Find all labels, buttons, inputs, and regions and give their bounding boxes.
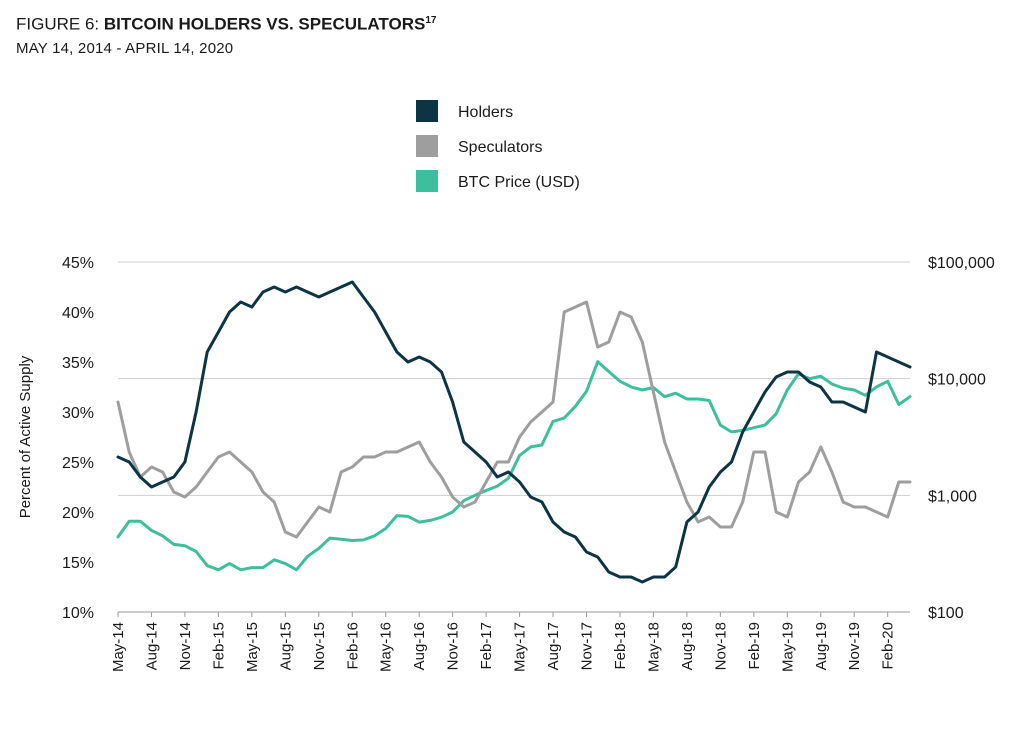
gridlines <box>118 261 910 613</box>
x-tick-label: May-18 <box>645 622 662 672</box>
legend-swatch <box>416 135 438 157</box>
legend-label: BTC Price (USD) <box>458 174 580 191</box>
title-footnote-marker: 17 <box>425 15 437 26</box>
y-right-tick-label: $100,000 <box>928 255 995 272</box>
y-right-tick-label: $10,000 <box>928 372 986 389</box>
chart-header: FIGURE 6: BITCOIN HOLDERS VS. SPECULATOR… <box>16 8 436 60</box>
chart-title: FIGURE 6: BITCOIN HOLDERS VS. SPECULATOR… <box>16 8 436 38</box>
legend-swatch <box>416 170 438 192</box>
series-line-holders <box>116 280 912 584</box>
legend-label: Holders <box>458 104 513 121</box>
x-tick-label: Feb-20 <box>880 622 897 670</box>
y-axis-title: Percent of Active Supply <box>17 355 34 518</box>
x-tick-label: Aug-14 <box>143 622 160 670</box>
x-tick-label: Nov-14 <box>177 622 194 670</box>
x-tick-label: Aug-16 <box>411 622 428 670</box>
x-tick-label: Nov-18 <box>712 622 729 670</box>
chart-subtitle: MAY 14, 2014 - APRIL 14, 2020 <box>16 39 234 57</box>
x-tick-label: Feb-19 <box>746 622 763 670</box>
axes: 10% 15% 20% 25% 30% 35% 40% 45% $100 $1,000 $10,00… <box>17 255 995 672</box>
legend: Holders Speculators BTC Price (USD) <box>416 100 580 192</box>
y-left-tick-label: 20% <box>62 505 94 522</box>
y-left-tick-label: 10% <box>62 605 94 622</box>
x-tick-label: Aug-17 <box>545 622 562 670</box>
x-tick-label: Nov-16 <box>445 622 462 670</box>
x-tick-label: May-16 <box>378 622 395 672</box>
y-left-tick-label: 15% <box>62 555 94 572</box>
x-tick-label: Nov-19 <box>846 622 863 670</box>
series-line-btc-price-usd <box>116 360 912 572</box>
title-prefix: FIGURE 6: <box>16 14 104 34</box>
x-tick-label: Aug-15 <box>277 622 294 670</box>
x-tick-label: Feb-18 <box>612 622 629 670</box>
series-lines <box>116 280 912 584</box>
y-left-tick-label: 30% <box>62 405 94 422</box>
y-right-tick-label: $100 <box>928 605 964 622</box>
x-tick-label: May-19 <box>779 622 796 672</box>
x-tick-label: Feb-15 <box>210 622 227 670</box>
legend-swatch <box>416 100 438 122</box>
x-tick-label: May-17 <box>512 622 529 672</box>
x-tick-label: May-15 <box>244 622 261 672</box>
legend-label: Speculators <box>458 139 543 156</box>
y-left-tick-label: 40% <box>62 305 94 322</box>
title-main: BITCOIN HOLDERS VS. SPECULATORS <box>103 14 426 34</box>
x-tick-label: Nov-15 <box>311 622 328 670</box>
x-tick-label: Nov-17 <box>579 622 596 670</box>
series-line-speculators <box>116 300 912 539</box>
y-right-tick-label: $1,000 <box>928 488 977 505</box>
x-tick-label: Feb-17 <box>478 622 495 670</box>
y-left-tick-label: 25% <box>62 455 94 472</box>
x-tick-label: Feb-16 <box>344 622 361 670</box>
x-tick-label: Aug-19 <box>813 622 830 670</box>
y-left-tick-label: 35% <box>62 355 94 372</box>
y-left-tick-label: 45% <box>62 255 94 272</box>
x-tick-label: May-14 <box>110 622 127 672</box>
x-tick-label: Aug-18 <box>679 622 696 670</box>
